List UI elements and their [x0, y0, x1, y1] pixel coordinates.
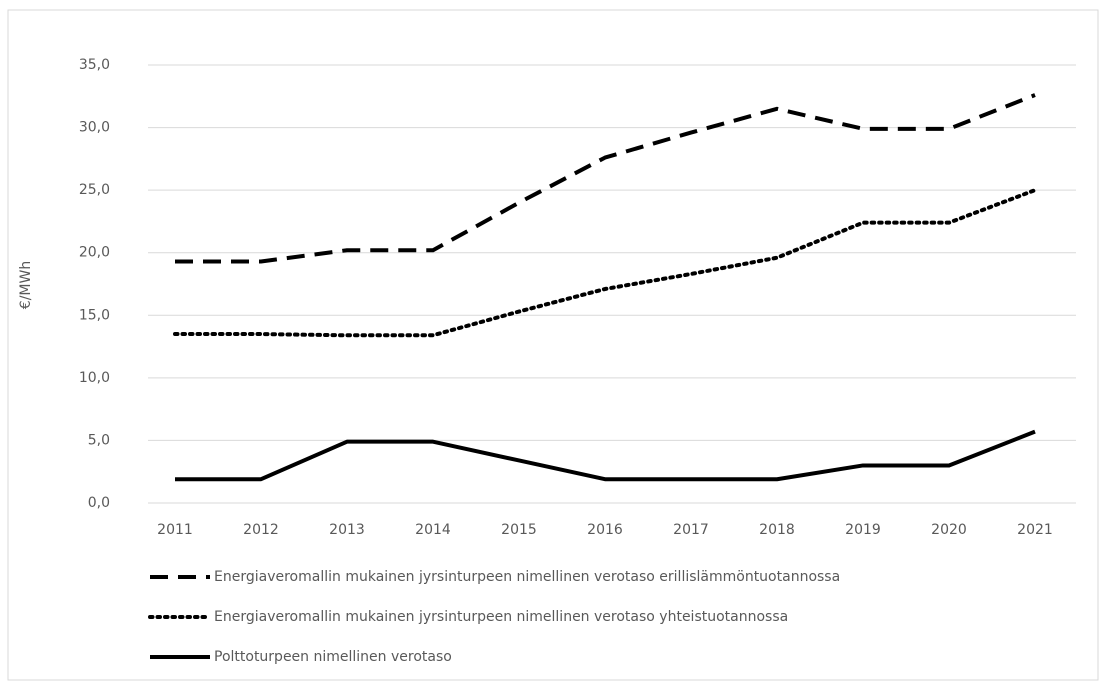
line-series	[175, 93, 1036, 264]
y-tick-label: 10,0	[79, 370, 110, 386]
x-tick-label: 2014	[415, 522, 451, 538]
x-tick-label: 2021	[1017, 522, 1053, 538]
legend-label: Energiaveromallin mukainen jyrsinturpeen…	[214, 569, 840, 585]
x-tick-label: 2018	[759, 522, 795, 538]
line-series	[175, 429, 1036, 482]
x-tick-label: 2016	[587, 522, 623, 538]
x-tick-label: 2019	[845, 522, 881, 538]
y-tick-label: 35,0	[79, 57, 110, 73]
y-tick-label: 30,0	[79, 120, 110, 136]
y-tick-label: 15,0	[79, 307, 110, 323]
legend-label: Energiaveromallin mukainen jyrsinturpeen…	[214, 609, 788, 625]
y-tick-label: 5,0	[88, 432, 110, 448]
x-tick-label: 2020	[931, 522, 967, 538]
chart-frame	[7, 9, 1099, 681]
x-tick-label: 2017	[673, 522, 709, 538]
y-tick-label: 20,0	[79, 245, 110, 261]
x-tick-label: 2011	[157, 522, 193, 538]
x-tick-label: 2015	[501, 522, 537, 538]
line-series	[173, 188, 1037, 338]
y-axis-label: €/MWh	[18, 261, 34, 309]
x-tick-label: 2012	[243, 522, 279, 538]
x-tick-label: 2013	[329, 522, 365, 538]
y-tick-label: 25,0	[79, 182, 110, 198]
legend-label: Polttoturpeen nimellinen verotaso	[214, 649, 452, 665]
y-tick-label: 0,0	[88, 495, 110, 511]
